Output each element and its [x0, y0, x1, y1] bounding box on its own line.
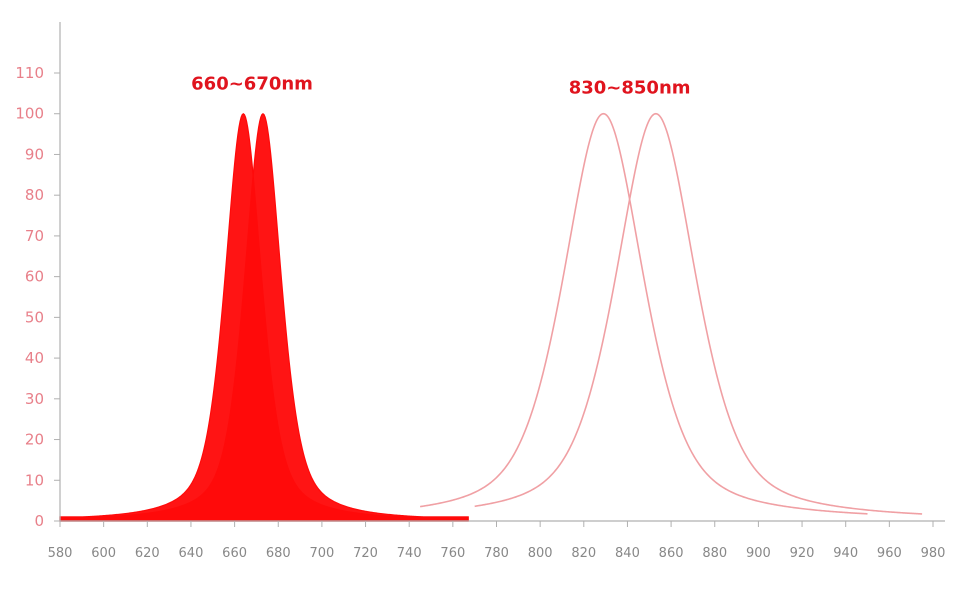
y-tick-label: 20 [25, 431, 44, 449]
x-tick-label: 820 [571, 546, 596, 561]
y-tick-label: 90 [25, 145, 44, 163]
y-tick-label: 30 [25, 390, 44, 408]
y-tick-label: 70 [25, 227, 44, 245]
outline-curve-3 [419, 112, 868, 515]
x-tick-label: 900 [746, 546, 771, 561]
y-tick-label: 100 [15, 105, 44, 123]
peak-annotation: 830~850nm [569, 77, 691, 98]
outline-curve-4 [474, 112, 923, 515]
y-tick-label: 60 [25, 268, 44, 286]
x-tick-label: 940 [833, 546, 858, 561]
y-tick-labels: 0 10 20 30 40 50 60 70 80 90 100 110 [15, 64, 44, 530]
x-tick-label: 960 [877, 546, 902, 561]
y-tick-label: 40 [25, 349, 44, 367]
x-tick-label: 860 [659, 546, 684, 561]
x-tick-label: 920 [790, 546, 815, 561]
x-tick-label: 720 [353, 546, 378, 561]
x-tick-label: 700 [309, 546, 334, 561]
x-tick-labels: 580 600 620 640 660 680 700 720 740 760 780 800 820 8… [48, 546, 946, 561]
peak-annotation: 660~670nm [191, 73, 313, 94]
x-tick-label: 740 [397, 546, 422, 561]
x-tick-label: 880 [702, 546, 727, 561]
x-tick-label: 580 [48, 546, 73, 561]
x-tick-label: 600 [91, 546, 116, 561]
curves-layer [59, 112, 923, 522]
filled-curve-2 [59, 112, 469, 522]
x-tick-label: 760 [440, 546, 465, 561]
annotations-layer: 660~670nm 830~850nm [191, 73, 690, 98]
y-tick-label: 80 [25, 186, 44, 204]
x-tick-label: 620 [135, 546, 160, 561]
y-tick-label: 50 [25, 308, 44, 326]
x-tick-label: 780 [484, 546, 509, 561]
y-tick-label: 110 [15, 64, 44, 82]
x-tick-label: 800 [528, 546, 553, 561]
x-tick-label: 680 [266, 546, 291, 561]
x-tick-label: 640 [179, 546, 204, 561]
y-tick-label: 0 [34, 512, 44, 530]
axes-layer [54, 22, 945, 527]
x-tick-label: 660 [222, 546, 247, 561]
y-tick-label: 10 [25, 471, 44, 489]
x-tick-label: 840 [615, 546, 640, 561]
x-tick-label: 980 [921, 546, 946, 561]
